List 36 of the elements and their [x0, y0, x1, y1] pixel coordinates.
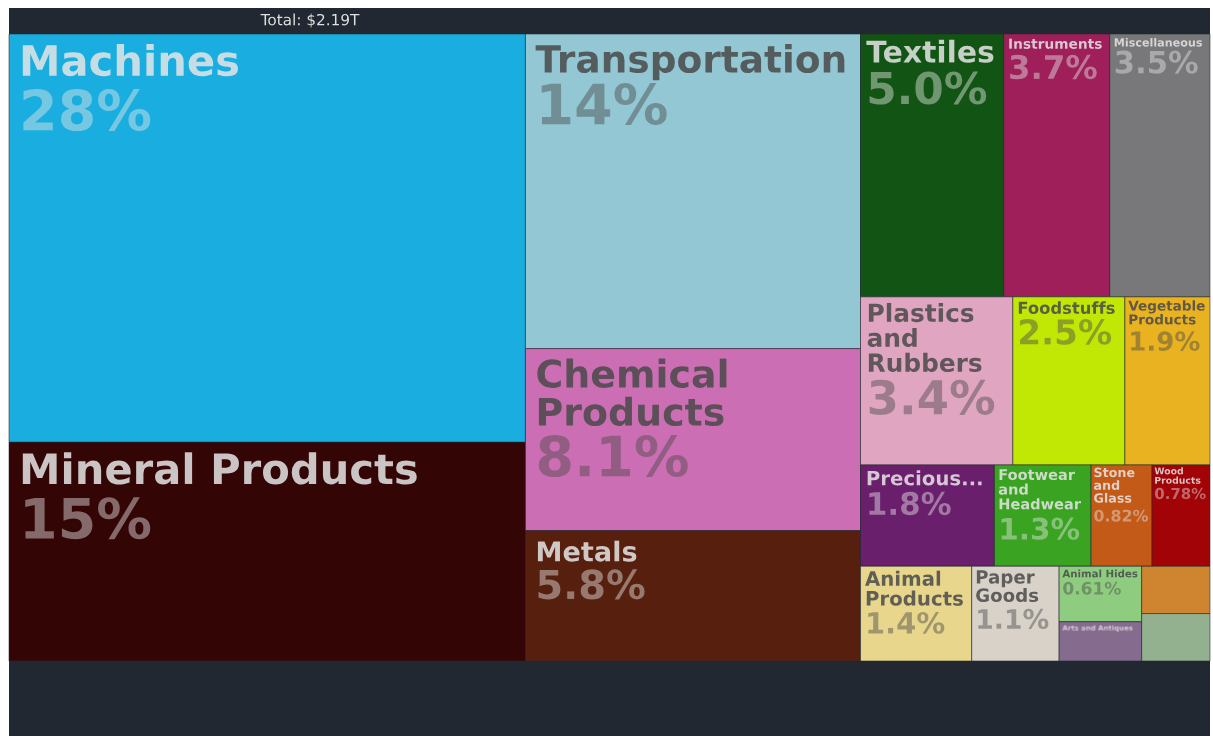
text: Total: $2.19T: [260, 13, 360, 28]
category-label: Machines: [22, 44, 238, 77]
category-label: Metals: [537, 540, 637, 562]
data-label: 5.8%: [538, 569, 645, 600]
category-label: Instruments: [1009, 38, 1102, 49]
data-label: 1.8%: [869, 491, 951, 516]
category-label: Transportation: [535, 44, 845, 81]
data-label: 1.1%: [978, 608, 1049, 630]
category-label: Footwear and Headwear: [998, 469, 1081, 510]
category-label: Chemical Products: [537, 358, 727, 427]
category-label: Wood Products: [1154, 467, 1201, 484]
data-label: 8.1%: [538, 435, 688, 478]
category-label: Stone and Glass: [1094, 467, 1135, 503]
data-label: 0.82%: [1094, 509, 1148, 522]
category-label: Paper Goods: [976, 570, 1039, 603]
data-label: 5.0%: [869, 71, 987, 105]
data-label: 15%: [25, 497, 151, 540]
data-label: 0.61%: [1063, 581, 1121, 595]
data-label: 3.4%: [869, 379, 995, 415]
data-label: 1.9%: [1131, 331, 1200, 351]
category-label: Vegetable Products: [1128, 300, 1205, 325]
category-label: Textiles: [866, 39, 994, 63]
data-label: 3.7%: [1010, 54, 1097, 80]
data-label: 28%: [23, 88, 151, 131]
category-label: Animal Products: [865, 570, 963, 606]
data-label: 1.3%: [1001, 517, 1080, 540]
data-label: 1.4%: [868, 611, 945, 634]
category-label: Foodstuffs: [1018, 301, 1115, 315]
data-label: 2.5%: [1020, 318, 1112, 345]
category-label: Mineral Products: [22, 452, 417, 485]
category-label: Precious...: [867, 470, 982, 486]
data-label: 0.78%: [1155, 487, 1206, 500]
category-label: Miscellaneous: [1114, 38, 1202, 47]
category-label: Plastics and Rubbers: [867, 302, 982, 373]
category-label: Animal Hides: [1062, 569, 1138, 578]
data-label: 14%: [541, 82, 667, 125]
